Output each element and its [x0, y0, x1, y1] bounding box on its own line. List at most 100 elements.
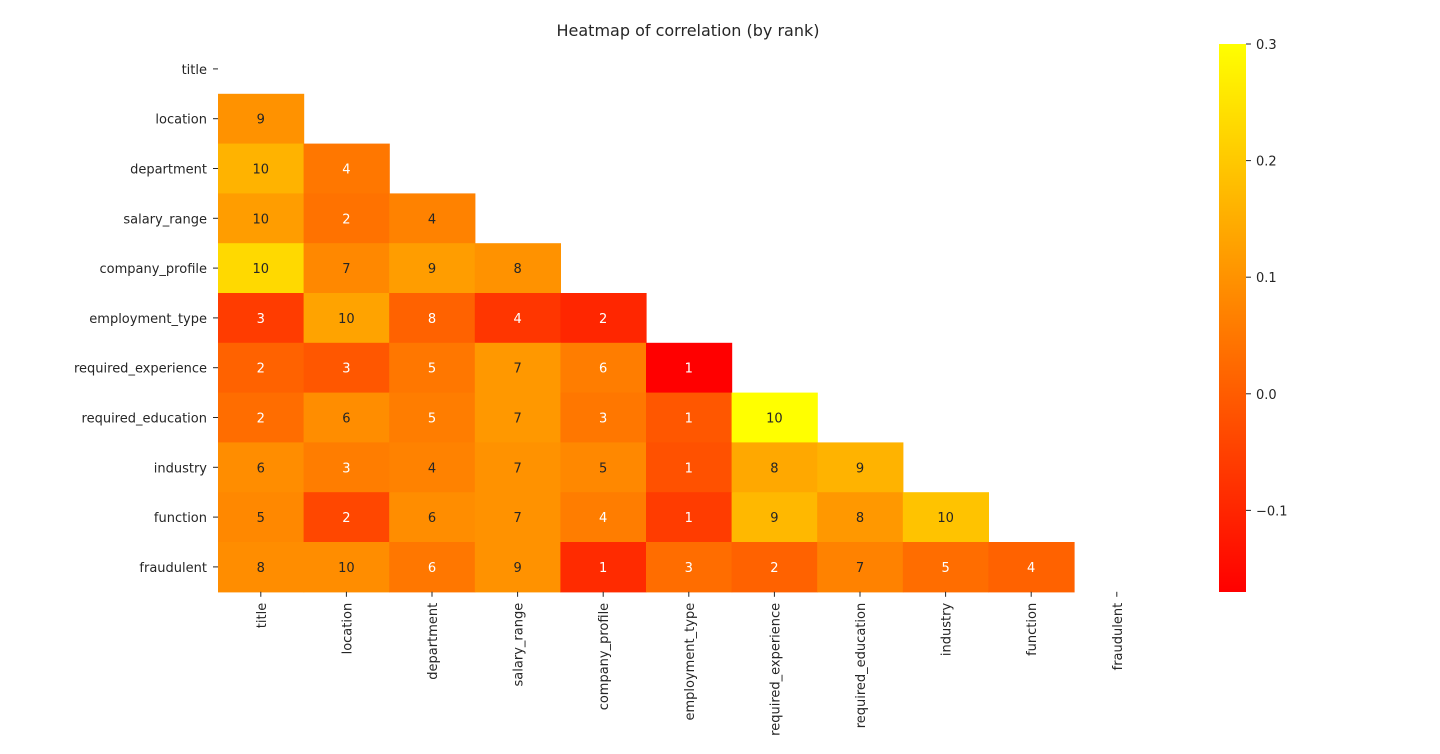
y-tick-label-industry: industry [154, 461, 208, 476]
cell-label: 5 [428, 362, 436, 377]
cell-label: 2 [342, 511, 350, 526]
x-tick-label-location: location [340, 603, 355, 655]
cell-label: 3 [342, 461, 350, 476]
cell-label: 6 [428, 511, 436, 526]
heatmap-cell-fraudulent-employment-type [646, 542, 733, 593]
y-tick-label-salary-range: salary_range [123, 212, 207, 227]
y-tick-label-required-education: required_education [82, 412, 207, 427]
heatmap-cell-industry-department [389, 442, 476, 493]
x-tick-label-title: title [255, 603, 270, 628]
heatmap-cell-industry-company-profile [560, 442, 647, 493]
x-tick-label-company-profile: company_profile [597, 603, 612, 710]
cell-label: 4 [513, 312, 521, 327]
y-tick-label-employment-type: employment_type [89, 312, 207, 327]
cell-label: 10 [253, 262, 270, 277]
heatmap-cell-company-profile-title [218, 243, 305, 294]
cell-label: 3 [257, 312, 265, 327]
heatmap-cell-function-company-profile [560, 492, 647, 543]
x-tick-label-required-experience: required_experience [768, 603, 783, 736]
y-tick-label-required-experience: required_experience [74, 362, 207, 377]
heatmap-cell-department-title [218, 143, 305, 194]
y-tick-label-company-profile: company_profile [100, 262, 207, 277]
heatmap-cell-fraudulent-department [389, 542, 476, 593]
heatmap-cell-location-title [218, 93, 305, 145]
y-tick-label-location: location [155, 113, 207, 128]
heatmap-cell-required-experience-salary-range [474, 342, 561, 394]
cell-label: 8 [257, 561, 265, 576]
heatmap-cell-required-experience-title [218, 342, 305, 394]
y-axis-tick-labels: title location department salary_rangecompa… [74, 63, 218, 576]
cell-label: 10 [937, 511, 954, 526]
heatmap-cell-fraudulent-location [303, 542, 390, 593]
heatmap-cell-company-profile-salary-range [474, 243, 561, 294]
heatmap-cell-required-education-title [218, 392, 305, 443]
cell-label: 7 [513, 511, 521, 526]
heatmap-cell-salary-range-location [303, 193, 390, 244]
y-tick-label-fraudulent: fraudulent [139, 561, 207, 576]
heatmap-cell-required-education-department [389, 392, 476, 443]
cell-label: 10 [338, 312, 355, 327]
heatmap-cell-industry-salary-range [474, 442, 561, 493]
heatmap-cell-industry-location [303, 442, 390, 493]
cell-label: 6 [257, 461, 265, 476]
cell-label: 2 [342, 212, 350, 227]
heatmap-cell-employment-type-title [218, 293, 305, 344]
cell-label: 4 [342, 163, 350, 178]
heatmap-cell-fraudulent-required-experience [731, 542, 818, 593]
cell-label: 10 [338, 561, 355, 576]
colorbar-tick-label: 0.2 [1256, 155, 1277, 170]
cell-label: 1 [685, 461, 693, 476]
cell-label: 8 [770, 461, 778, 476]
heatmap-cell-function-location [303, 492, 390, 543]
cell-label: 2 [257, 412, 265, 427]
cell-label: 8 [513, 262, 521, 277]
heatmap-cell-function-required-education [817, 492, 904, 543]
heatmap-cell-employment-type-department [389, 293, 476, 344]
cell-label: 2 [257, 362, 265, 377]
cell-label: 2 [599, 312, 607, 327]
cell-label: 3 [342, 362, 350, 377]
cell-label: 1 [685, 412, 693, 427]
heatmap-cell-department-location [303, 143, 390, 194]
heatmap-cell-industry-required-experience [731, 442, 818, 493]
cell-label: 7 [513, 461, 521, 476]
chart-title: Heatmap of correlation (by rank) [556, 21, 819, 40]
cell-label: 6 [599, 362, 607, 377]
heatmap-cell-required-experience-department [389, 342, 476, 394]
colorbar: 0.3 0.2 0.1 0.0 −0.1 [1219, 38, 1288, 592]
heatmap-cell-fraudulent-required-education [817, 542, 904, 593]
heatmap-cell-required-experience-employment-type [646, 342, 733, 394]
heatmap-cell-industry-employment-type [646, 442, 733, 493]
heatmap-cell-required-education-company-profile [560, 392, 647, 443]
cell-label: 7 [342, 262, 350, 277]
x-tick-label-fraudulent: fraudulent [1111, 603, 1126, 671]
cell-label: 9 [257, 113, 265, 128]
cell-label: 9 [428, 262, 436, 277]
cell-label: 9 [856, 461, 864, 476]
cell-label: 2 [770, 561, 778, 576]
heatmap-cell-required-education-employment-type [646, 392, 733, 443]
cell-label: 7 [513, 362, 521, 377]
cell-label: 4 [428, 461, 436, 476]
heatmap-cell-fraudulent-salary-range [474, 542, 561, 593]
heatmap-cell-fraudulent-title [218, 542, 305, 593]
cell-label: 3 [685, 561, 693, 576]
x-tick-label-required-education: required_education [854, 603, 869, 728]
cell-label: 1 [685, 362, 693, 377]
cell-label: 8 [428, 312, 436, 327]
heatmap-cell-required-education-salary-range [474, 392, 561, 443]
cell-label: 4 [1027, 561, 1035, 576]
heatmap-cell-required-experience-location [303, 342, 390, 394]
cell-label: 9 [770, 511, 778, 526]
cell-label: 3 [599, 412, 607, 427]
heatmap-cell-function-employment-type [646, 492, 733, 543]
cell-label: 6 [342, 412, 350, 427]
x-axis-tick-labels: title location department salary_range compa… [255, 591, 1126, 736]
heatmap-cells: 9 10 4 10 2 4 10 7 9 8 3 10 8 4 2 2 3 5 7 6 1 2 6 5 7 3 1 10 6 3 4 7 5 1 8… [218, 93, 1075, 593]
colorbar-tick-label: 0.0 [1256, 388, 1277, 403]
cell-label: 5 [599, 461, 607, 476]
cell-label: 4 [428, 212, 436, 227]
y-tick-label-function: function [154, 511, 207, 526]
colorbar-tick-label: −0.1 [1256, 504, 1288, 519]
